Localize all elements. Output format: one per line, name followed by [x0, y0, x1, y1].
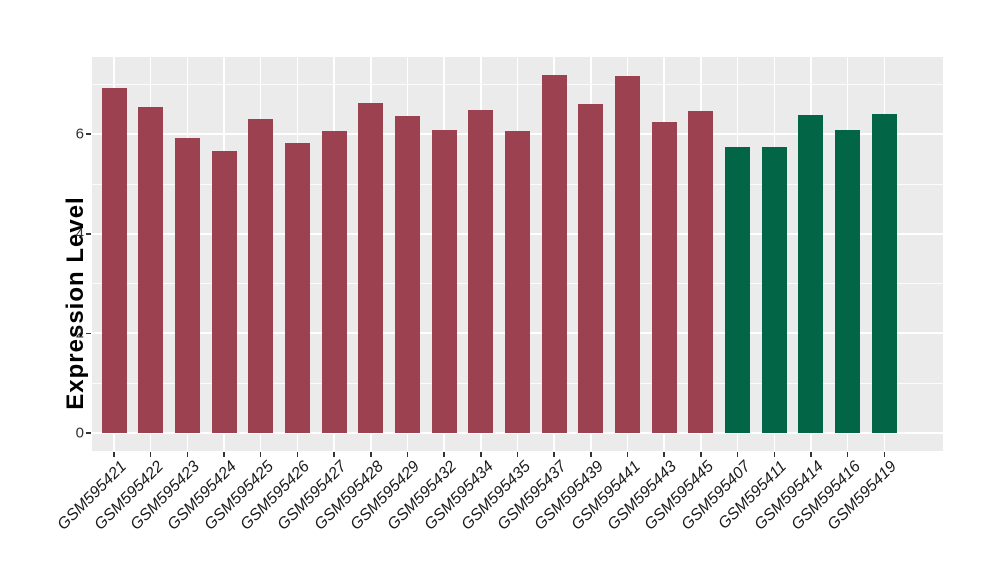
x-tick-mark — [186, 452, 189, 457]
x-tick-mark — [259, 452, 262, 457]
x-tick-mark — [553, 452, 555, 457]
bar-GSM595421 — [101, 88, 127, 434]
x-tick-mark — [590, 452, 592, 457]
x-tick-mark — [883, 452, 886, 457]
y-tick-mark — [86, 133, 91, 135]
x-tick-mark — [149, 452, 152, 457]
x-tick-mark — [223, 452, 225, 457]
bar-GSM595419 — [871, 114, 897, 434]
bar-GSM595437 — [541, 74, 567, 434]
x-tick-mark — [516, 452, 519, 457]
bar-GSM595432 — [431, 129, 457, 434]
bar-GSM595429 — [394, 115, 420, 434]
bar-GSM595426 — [284, 143, 310, 434]
x-tick-mark — [663, 452, 665, 457]
bar-GSM595424 — [211, 150, 237, 434]
bar-GSM595434 — [468, 109, 494, 434]
bar-GSM595428 — [358, 103, 384, 434]
x-tick-mark — [626, 452, 629, 457]
bar-GSM595422 — [138, 106, 164, 434]
x-tick-mark — [736, 452, 739, 457]
x-tick-mark — [443, 452, 445, 457]
bar-GSM595416 — [835, 129, 861, 434]
y-tick-mark — [86, 432, 91, 434]
bar-GSM595443 — [651, 122, 677, 434]
bar-GSM595407 — [725, 146, 751, 434]
bar-GSM595423 — [174, 138, 200, 434]
bar-GSM595414 — [798, 115, 824, 434]
y-tick-label: 2 — [75, 324, 84, 342]
bar-GSM595427 — [321, 131, 347, 434]
x-tick-mark — [406, 452, 409, 457]
x-tick-mark — [773, 452, 776, 457]
x-tick-mark — [810, 452, 812, 457]
y-tick-label: 4 — [75, 225, 84, 243]
bar-GSM595435 — [505, 131, 530, 434]
plot-panel — [92, 57, 943, 451]
bar-GSM595439 — [578, 103, 604, 434]
x-tick-mark — [480, 452, 482, 457]
x-tick-mark — [296, 452, 299, 457]
y-tick-mark — [86, 233, 91, 235]
x-tick-mark — [333, 452, 335, 457]
bar-GSM595425 — [248, 118, 274, 434]
bar-GSM595445 — [688, 111, 714, 434]
x-tick-mark — [370, 452, 372, 457]
x-tick-mark — [846, 452, 849, 457]
bar-GSM595411 — [761, 146, 787, 434]
bar-GSM595441 — [615, 76, 641, 434]
y-tick-label: 6 — [75, 125, 84, 143]
x-tick-mark — [113, 452, 115, 457]
y-tick-label: 0 — [75, 424, 84, 442]
x-tick-mark — [700, 452, 702, 457]
y-tick-mark — [86, 332, 91, 335]
